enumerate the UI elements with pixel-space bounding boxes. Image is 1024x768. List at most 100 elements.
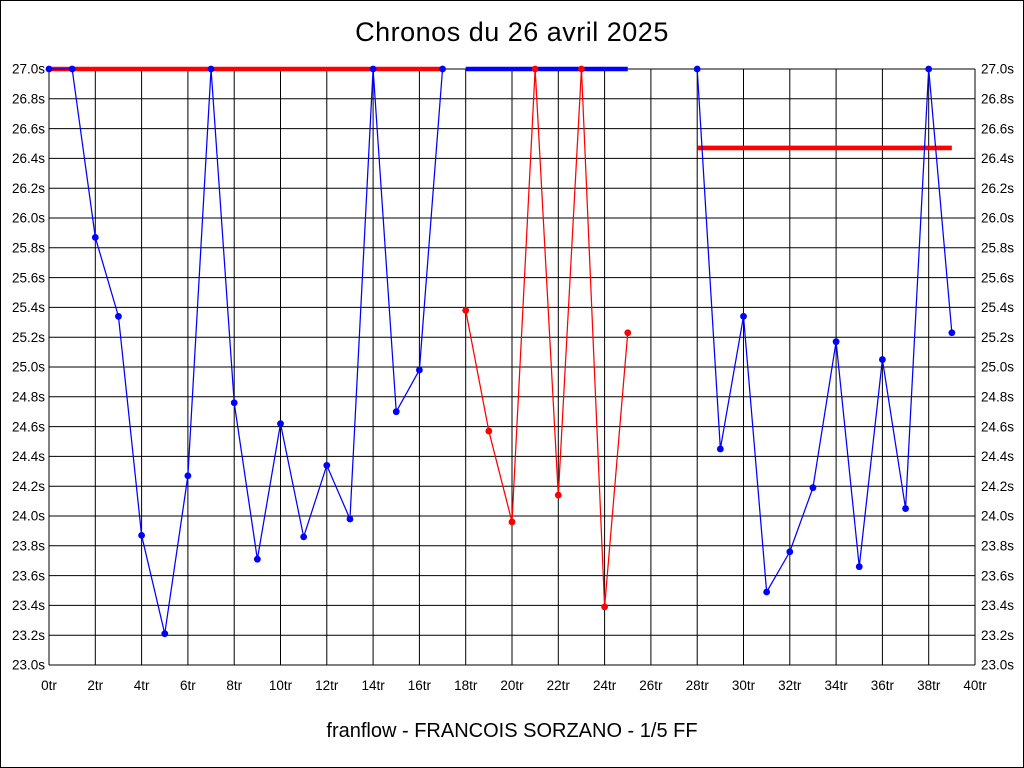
data-point-session-3-laps	[809, 484, 817, 492]
data-point-session-3-laps	[832, 338, 840, 346]
data-point-session-1-laps	[416, 366, 423, 374]
x-axis-tick-label: 6tr	[180, 678, 196, 693]
data-point-session-3-laps	[763, 588, 771, 596]
x-axis-tick-label: 32tr	[778, 678, 802, 693]
data-point-session-1-laps	[369, 65, 377, 73]
y-axis-tick-label-left: 26.4s	[12, 151, 45, 166]
y-axis-tick-label-right: 26.4s	[981, 151, 1014, 166]
y-axis-tick-label-right: 25.4s	[981, 300, 1014, 315]
data-point-session-1-laps	[277, 420, 284, 428]
data-point-session-1-laps	[161, 630, 169, 638]
data-point-session-2-laps	[578, 65, 585, 73]
data-point-session-1-laps	[68, 65, 76, 73]
data-point-session-3-laps	[855, 563, 863, 571]
series-line-session-1-laps	[49, 68, 444, 634]
data-point-session-1-laps	[300, 533, 308, 541]
y-axis-tick-label-left: 24.4s	[12, 449, 45, 464]
y-axis-tick-label-right: 23.8s	[981, 539, 1014, 554]
y-axis-tick-label-right: 23.2s	[981, 628, 1014, 643]
data-point-session-1-laps	[45, 65, 53, 73]
x-axis-tick-label: 14tr	[361, 678, 385, 693]
y-axis-tick-label-left: 24.2s	[12, 479, 45, 494]
data-point-session-2-laps	[601, 603, 608, 611]
y-axis-tick-label-left: 27.0s	[12, 62, 45, 77]
x-axis-tick-label: 2tr	[87, 678, 103, 693]
x-axis-tick-label: 20tr	[500, 678, 524, 693]
y-axis-tick-label-left: 23.4s	[12, 598, 45, 613]
y-axis-tick-label-left: 26.0s	[12, 211, 45, 226]
x-axis-tick-label: 18tr	[454, 678, 478, 693]
series-line-session-2-laps	[465, 68, 629, 607]
data-point-session-1-laps	[207, 65, 215, 73]
data-point-session-3-laps	[925, 65, 933, 73]
y-axis-tick-label-left: 23.6s	[12, 568, 45, 583]
data-point-session-3-laps	[786, 548, 794, 556]
y-axis-tick-label-right: 27.0s	[981, 62, 1014, 77]
data-point-session-1-laps	[323, 461, 331, 469]
y-axis-tick-label-left: 23.8s	[12, 539, 45, 554]
x-axis-tick-label: 22tr	[547, 678, 571, 693]
data-point-session-1-laps	[439, 65, 446, 73]
y-axis-tick-label-left: 25.4s	[12, 300, 45, 315]
x-axis-tick-label: 34tr	[824, 678, 848, 693]
data-point-session-3-laps	[740, 312, 747, 320]
x-axis-tick-label: 36tr	[871, 678, 895, 693]
data-point-session-1-laps	[392, 408, 400, 416]
x-axis-tick-label: 16tr	[408, 678, 432, 693]
x-axis-tick-label: 24tr	[593, 678, 617, 693]
y-axis-tick-label-left: 24.0s	[12, 509, 45, 524]
data-point-session-3-laps	[716, 445, 724, 453]
data-point-session-3-laps	[902, 505, 909, 512]
data-point-session-3-laps	[948, 329, 956, 337]
series-line-session-3-laps	[696, 68, 953, 595]
x-axis-tick-label: 28tr	[686, 678, 710, 693]
x-axis-tick-label: 38tr	[917, 678, 941, 693]
y-axis-tick-label-right: 24.2s	[981, 479, 1014, 494]
y-axis-tick-label-right: 26.8s	[981, 92, 1014, 107]
data-point-session-1-laps	[346, 515, 354, 523]
y-axis-tick-label-left: 25.6s	[12, 270, 45, 285]
data-point-session-1-laps	[184, 472, 192, 480]
data-point-session-2-laps	[624, 329, 632, 337]
data-point-session-1-laps	[230, 399, 238, 407]
x-axis-tick-label: 26tr	[639, 678, 663, 693]
y-axis-tick-label-right: 26.6s	[981, 121, 1014, 136]
y-axis-tick-label-right: 25.2s	[981, 330, 1014, 345]
x-axis-tick-label: 4tr	[134, 678, 150, 693]
x-axis-tick-label: 40tr	[963, 678, 987, 693]
chart-title: Chronos du 26 avril 2025	[355, 17, 669, 47]
y-axis-tick-label-right: 25.0s	[981, 360, 1014, 375]
x-axis-tick-label: 0tr	[41, 678, 57, 693]
y-axis-tick-label-left: 23.0s	[12, 658, 45, 673]
data-point-session-2-laps	[462, 306, 470, 314]
y-axis-tick-label-left: 24.6s	[12, 419, 45, 434]
data-point-session-3-laps	[693, 65, 701, 73]
data-point-session-1-laps	[115, 312, 122, 320]
chart-footer: franflow - FRANCOIS SORZANO - 1/5 FF	[326, 720, 698, 742]
y-axis-tick-label-left: 25.8s	[12, 241, 45, 256]
x-axis-tick-label: 10tr	[269, 678, 293, 693]
y-axis-tick-label-right: 24.8s	[981, 390, 1014, 405]
x-axis-tick-label: 12tr	[315, 678, 339, 693]
data-point-session-1-laps	[91, 233, 99, 241]
data-point-session-3-laps	[879, 356, 886, 363]
y-axis-tick-label-left: 25.0s	[12, 360, 45, 375]
data-point-session-2-laps	[554, 491, 562, 499]
y-axis-tick-label-right: 24.0s	[981, 509, 1014, 524]
data-point-session-2-laps	[485, 427, 493, 435]
y-axis-tick-label-left: 24.8s	[12, 390, 45, 405]
data-point-session-1-laps	[138, 531, 146, 539]
y-axis-tick-label-right: 23.6s	[981, 568, 1014, 583]
y-axis-tick-label-left: 23.2s	[12, 628, 45, 643]
y-axis-tick-label-right: 23.0s	[981, 658, 1014, 673]
y-axis-tick-label-right: 26.2s	[981, 181, 1014, 196]
y-axis-tick-label-left: 26.6s	[12, 121, 45, 136]
y-axis-tick-label-right: 24.6s	[981, 419, 1014, 434]
x-axis-tick-label: 8tr	[226, 678, 242, 693]
y-axis-tick-label-right: 23.4s	[981, 598, 1014, 613]
y-axis-tick-label-right: 25.6s	[981, 270, 1014, 285]
y-axis-tick-label-right: 24.4s	[981, 449, 1014, 464]
y-axis-tick-label-left: 26.8s	[12, 92, 45, 107]
